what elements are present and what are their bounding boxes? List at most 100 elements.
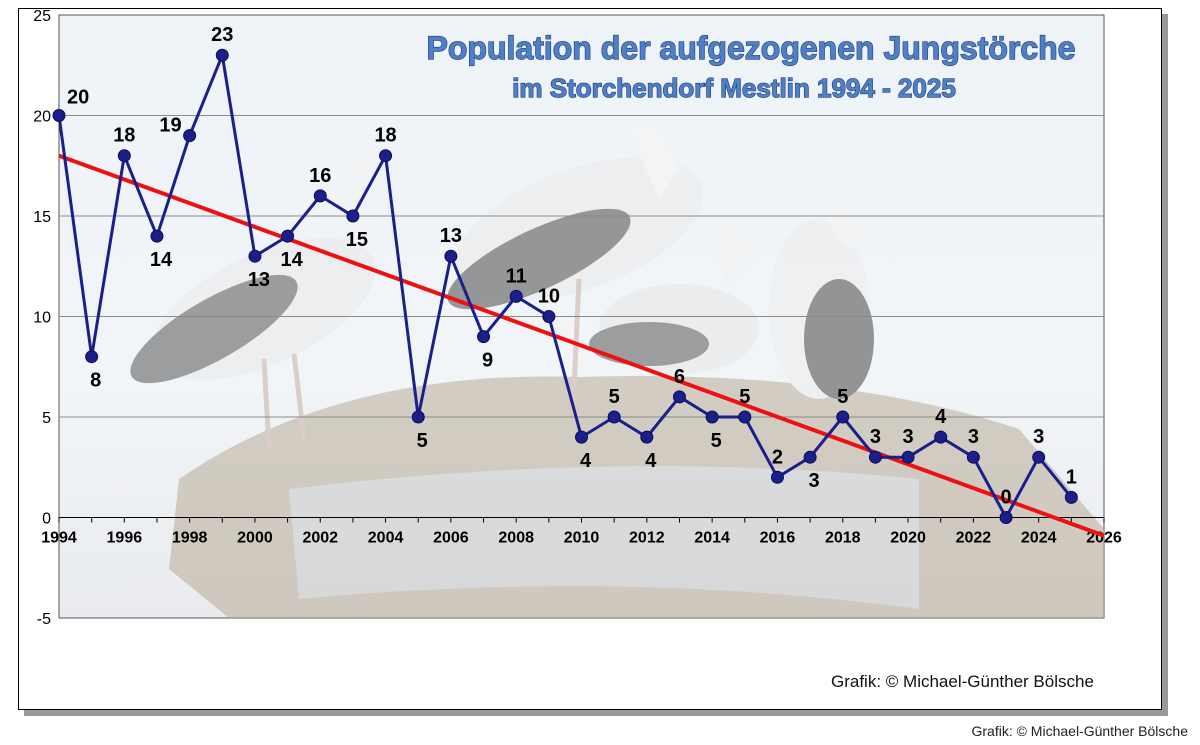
data-label: 19: [159, 115, 181, 137]
data-point: [738, 410, 752, 424]
data-label: 5: [739, 386, 750, 408]
data-points: [52, 48, 1078, 524]
x-tick-label: 2016: [760, 530, 796, 547]
data-label: 4: [580, 450, 592, 472]
data-point: [183, 129, 197, 143]
data-point: [672, 390, 686, 404]
data-point: [117, 149, 131, 163]
data-point: [52, 109, 66, 122]
data-point: [150, 229, 164, 243]
data-point: [770, 470, 784, 484]
y-tick-label: 25: [33, 9, 51, 25]
data-label: 3: [1033, 426, 1044, 448]
data-label: 16: [309, 165, 331, 187]
background-photo: [130, 124, 1104, 618]
data-point: [575, 430, 588, 444]
data-point: [966, 450, 980, 464]
data-label: 18: [374, 125, 396, 147]
data-point: [248, 249, 262, 263]
data-point: [379, 149, 393, 163]
x-tick-label: 1998: [172, 530, 208, 547]
x-tick-label: 2002: [302, 530, 338, 547]
data-label: 3: [809, 470, 820, 492]
data-point: [705, 410, 719, 424]
y-tick-label: 10: [33, 310, 51, 327]
y-tick-label: 15: [33, 209, 51, 226]
data-label: 14: [150, 249, 173, 271]
data-point: [313, 189, 327, 203]
credit-inner: Grafik: © Michael-Günther Bölsche: [831, 672, 1094, 691]
data-point: [607, 410, 621, 424]
y-tick-label: 20: [33, 109, 51, 126]
data-label: 3: [968, 426, 979, 448]
x-tick-label: 2004: [368, 530, 404, 547]
data-label: 15: [346, 229, 368, 251]
trendline: [58, 153, 1105, 538]
x-tick-label: 2008: [498, 530, 534, 547]
data-point: [444, 249, 458, 263]
data-label: 1: [1066, 466, 1077, 488]
data-point: [934, 430, 948, 444]
data-point: [999, 511, 1013, 524]
x-tick-label: 2012: [629, 530, 665, 547]
data-label: 5: [417, 430, 428, 452]
chart-frame: 25 20 15 10 5 0 -5 1994 1996 1998 2000 2002 2004 200…: [18, 8, 1162, 710]
x-tick-label: 2020: [890, 530, 926, 547]
data-point: [901, 450, 915, 464]
data-label: 5: [609, 386, 620, 408]
data-label: 3: [903, 426, 914, 448]
data-point: [281, 229, 295, 243]
data-label: 14: [280, 249, 303, 271]
x-tick-label: 1994: [41, 530, 77, 547]
stork-left: [130, 144, 376, 450]
data-label: 23: [211, 24, 233, 46]
data-label: 3: [870, 426, 881, 448]
nest-support: [289, 466, 919, 609]
data-label: 11: [506, 265, 527, 287]
data-point: [868, 450, 882, 464]
data-label: 5: [711, 430, 722, 452]
x-tick-label: 2018: [825, 530, 861, 547]
data-label: 6: [674, 366, 685, 388]
x-tick-label: 2000: [237, 530, 273, 547]
x-tick-label: 2024: [1021, 530, 1057, 547]
x-tick-label: 2014: [694, 530, 730, 547]
y-axis-ticks: 25 20 15 10 5 0 -5: [33, 9, 51, 628]
data-label: 5: [837, 386, 848, 408]
data-point: [803, 450, 817, 464]
chart-title: Population der aufgezogenen Jungstörche: [427, 30, 1076, 66]
data-point: [215, 48, 229, 62]
stork-center: [447, 124, 703, 390]
data-point: [640, 430, 654, 444]
y-tick-label: 0: [42, 511, 51, 528]
data-point: [346, 209, 360, 223]
data-point: [542, 310, 556, 323]
y-tick-label: 5: [42, 410, 51, 427]
data-label: 13: [440, 225, 462, 247]
x-tick-label: 2022: [956, 530, 992, 547]
x-tick-label: 2010: [564, 530, 600, 547]
data-point: [85, 350, 99, 364]
data-point: [836, 410, 850, 424]
data-point: [477, 330, 491, 344]
x-tick-label: 2006: [433, 530, 469, 547]
data-label: 2: [772, 446, 783, 468]
x-tick-label: 1996: [107, 530, 143, 547]
data-point: [411, 410, 425, 424]
x-axis-ticks: 1994 1996 1998 2000 2002 2004 2006 2008 2010 2012…: [41, 517, 1122, 547]
data-label: 9: [482, 350, 493, 372]
data-label: 10: [538, 286, 560, 308]
y-tick-label: -5: [37, 611, 51, 628]
data-label: 4: [935, 406, 947, 428]
data-label: 8: [90, 370, 101, 392]
stork-right-2: [769, 194, 874, 399]
data-point: [1032, 450, 1046, 464]
data-label: 4: [645, 450, 657, 472]
data-point: [1064, 490, 1078, 504]
data-label: 0: [1000, 487, 1011, 509]
credit-outer: Grafik: © Michael-Günther Bölsche: [971, 723, 1188, 739]
stork-right-1: [589, 224, 759, 374]
data-point: [509, 289, 523, 303]
